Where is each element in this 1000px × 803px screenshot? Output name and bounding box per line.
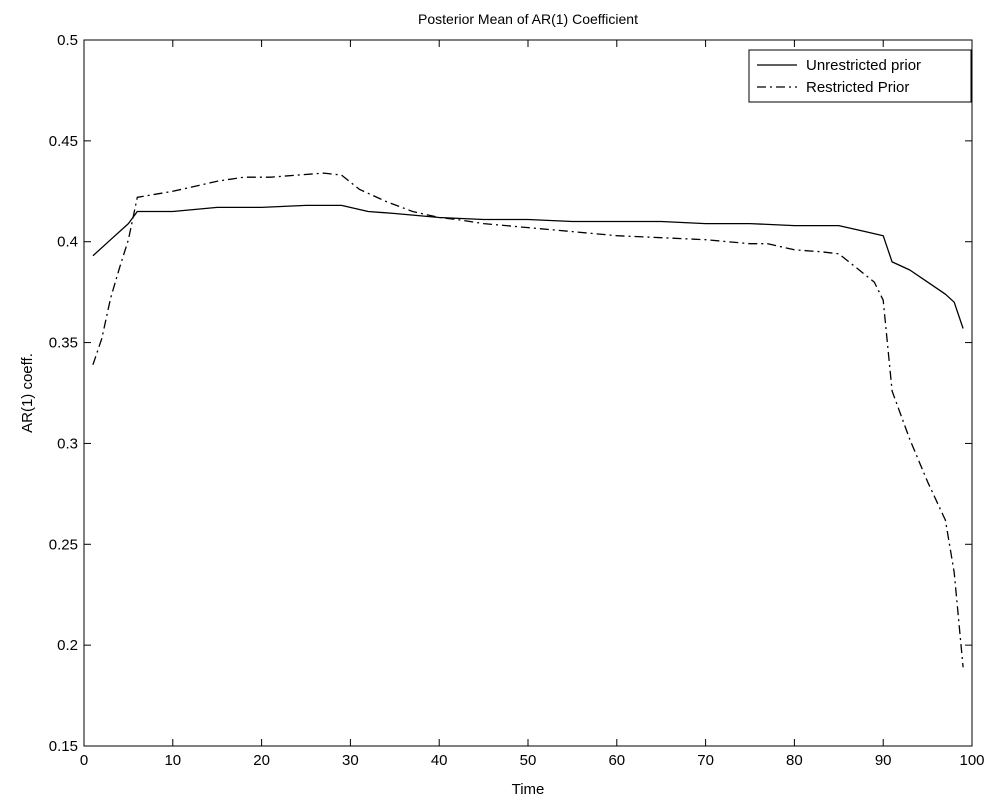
- y-tick-label: 0.3: [57, 435, 78, 452]
- axis-ticks: 0 10 20 30 40 50 60 70 80 90 100 0.15 0.2 0.25 0.3 0.35…: [49, 32, 985, 769]
- y-tick-label: 0.5: [57, 32, 78, 49]
- legend-label-restricted-prior: Restricted Prior: [806, 79, 909, 96]
- series-lines: [92, 172, 964, 668]
- x-tick-label: 70: [697, 752, 714, 769]
- legend: Unrestricted prior Restricted Prior: [748, 49, 972, 103]
- y-tick-label: 0.45: [49, 133, 78, 150]
- x-tick-label: 50: [520, 752, 537, 769]
- plot-area: [83, 39, 973, 747]
- series-line-restricted-prior: [92, 172, 964, 668]
- x-tick-label: 80: [786, 752, 803, 769]
- x-tick-label: 20: [253, 752, 270, 769]
- x-tick-label: 10: [164, 752, 181, 769]
- chart-title: Posterior Mean of AR(1) Coefficient: [418, 11, 638, 27]
- y-tick-label: 0.2: [57, 637, 78, 654]
- x-tick-label: 100: [959, 752, 984, 769]
- y-tick-label: 0.15: [49, 738, 78, 755]
- legend-label-unrestricted-prior: Unrestricted prior: [806, 57, 921, 74]
- x-tick-label: 30: [342, 752, 359, 769]
- x-tick-label: 60: [608, 752, 625, 769]
- series-line-unrestricted-prior: [92, 204, 964, 329]
- legend-box: [748, 49, 972, 103]
- x-tick-label: 40: [431, 752, 448, 769]
- y-tick-label: 0.25: [49, 536, 78, 553]
- x-tick-label: 0: [80, 752, 88, 769]
- x-axis-label: Time: [512, 781, 545, 798]
- y-tick-label: 0.4: [57, 234, 78, 251]
- y-axis-label: AR(1) coeff.: [19, 353, 36, 433]
- x-tick-label: 90: [875, 752, 892, 769]
- y-tick-label: 0.35: [49, 335, 78, 352]
